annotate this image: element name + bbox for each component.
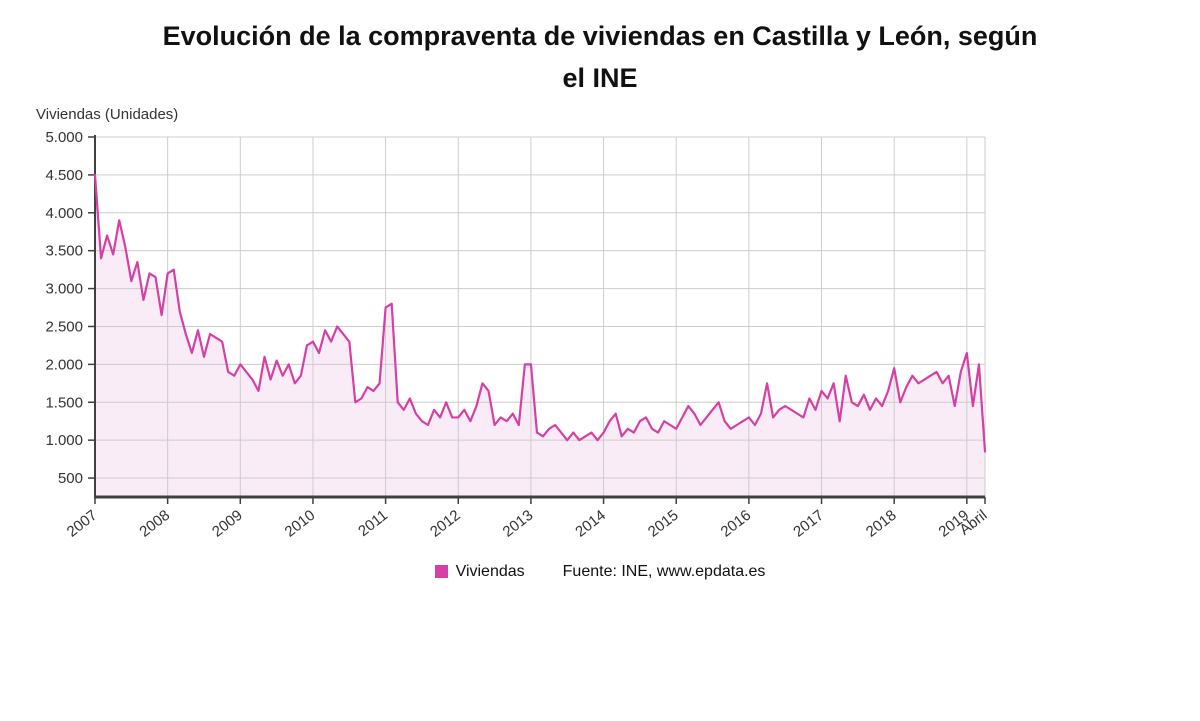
chart-title: Evolución de la compraventa de viviendas… bbox=[50, 16, 1150, 100]
chart-title-line1: Evolución de la compraventa de viviendas… bbox=[162, 21, 1038, 51]
y-tick-label: 1.000 bbox=[45, 432, 83, 449]
y-tick-label: 3.000 bbox=[45, 280, 83, 297]
x-tick-label: 2015 bbox=[645, 506, 682, 540]
legend-swatch bbox=[434, 565, 448, 579]
y-tick-label: 3.500 bbox=[45, 242, 83, 259]
y-tick-label: 2.000 bbox=[45, 356, 83, 373]
chart-svg: 500 1.000 1.500 2.000 2.500 3.000 3.500 4.000 4.… bbox=[45, 129, 990, 541]
x-tick-label: 2011 bbox=[355, 506, 391, 539]
axis-ticks bbox=[88, 135, 986, 504]
x-tick-label: 2012 bbox=[427, 506, 464, 540]
chart-title-line2: el INE bbox=[562, 62, 638, 93]
legend-item-viviendas[interactable]: Viviendas bbox=[434, 562, 525, 581]
x-tick-label: 2008 bbox=[136, 506, 173, 540]
y-tick-label: 4.000 bbox=[45, 204, 83, 221]
y-tick-label: 5.000 bbox=[45, 129, 83, 146]
x-tick-label: 2013 bbox=[500, 506, 537, 540]
x-tick-label: 2010 bbox=[282, 506, 319, 540]
x-tick-label: 2007 bbox=[64, 506, 101, 540]
x-tick-label: 2018 bbox=[863, 506, 900, 540]
legend-row: Viviendas Fuente: INE, www.epdata.es bbox=[0, 563, 1200, 581]
y-tick-label: 4.500 bbox=[45, 167, 83, 184]
x-tick-label: 2016 bbox=[718, 506, 755, 540]
y-tick-label: 2.500 bbox=[45, 318, 83, 335]
series-area bbox=[95, 174, 985, 497]
chart-page: Evolución de la compraventa de viviendas… bbox=[0, 16, 1200, 721]
source-text: Fuente: INE, www.epdata.es bbox=[562, 562, 766, 580]
x-tick-label: 2014 bbox=[572, 506, 609, 540]
x-tick-label: 2009 bbox=[209, 506, 246, 540]
y-axis-title: Viviendas (Unidades) bbox=[36, 105, 179, 123]
legend-label: Viviendas bbox=[455, 562, 525, 580]
series-line bbox=[93, 173, 987, 453]
y-tick-label: 500 bbox=[58, 470, 83, 487]
x-tick-label: 2017 bbox=[790, 506, 827, 540]
y-tick-label: 1.500 bbox=[45, 394, 83, 411]
